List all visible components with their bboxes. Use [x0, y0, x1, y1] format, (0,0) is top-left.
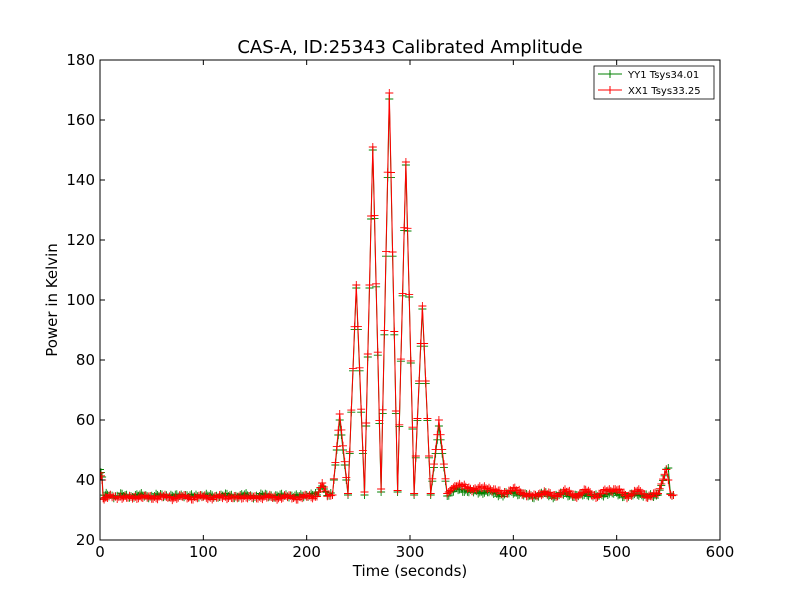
- y-tick-label: 100: [66, 291, 95, 309]
- x-tick-label: 100: [189, 543, 218, 561]
- axis-ticks: 0 100 200 300 400 500 600 20 40 60 80 100 120 140 160 1…: [66, 51, 734, 561]
- x-axis-label: Time (seconds): [352, 562, 468, 580]
- y-tick-label: 180: [66, 51, 95, 69]
- y-tick-label: 140: [66, 171, 95, 189]
- y-tick-label: 120: [66, 231, 95, 249]
- plot-area: [100, 89, 678, 505]
- series-xx1: [100, 89, 678, 505]
- x-tick-label: 500: [602, 543, 631, 561]
- x-tick-label: 600: [706, 543, 735, 561]
- series-markers-xx1: [100, 89, 678, 505]
- y-axis-label: Power in Kelvin: [43, 243, 61, 357]
- legend-frame: [593, 65, 715, 100]
- y-tick-label: 80: [76, 351, 95, 369]
- x-tick-label: 0: [95, 543, 105, 561]
- y-tick-label: 60: [76, 411, 95, 429]
- x-tick-label: 300: [396, 543, 425, 561]
- y-tick-label: 40: [76, 471, 95, 489]
- y-tick-label: 160: [66, 111, 95, 129]
- chart-title: CAS-A, ID:25343 Calibrated Amplitude: [237, 37, 582, 58]
- x-tick-label: 400: [499, 543, 528, 561]
- legend-marker-xx1: [606, 86, 614, 94]
- legend: YY1 Tsys34.01 XX1 Tsys33.25: [593, 65, 715, 100]
- legend-marker-yy1: [606, 70, 614, 78]
- legend-label-yy1: YY1 Tsys34.01: [627, 70, 699, 81]
- legend-label-xx1: XX1 Tsys33.25: [628, 86, 701, 97]
- x-tick-label: 200: [292, 543, 321, 561]
- y-tick-label: 20: [76, 531, 95, 549]
